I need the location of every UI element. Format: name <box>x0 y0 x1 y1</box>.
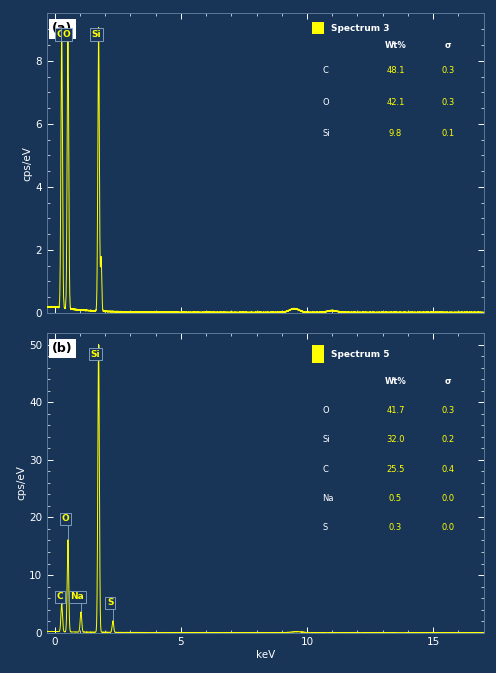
Text: C: C <box>57 592 63 601</box>
Y-axis label: cps/eV: cps/eV <box>16 466 26 500</box>
Text: (a): (a) <box>53 22 72 36</box>
Y-axis label: cps/eV: cps/eV <box>23 146 33 180</box>
Text: Si: Si <box>91 349 100 359</box>
Text: (b): (b) <box>53 342 73 355</box>
Text: O: O <box>62 30 70 39</box>
Text: Na: Na <box>70 592 84 601</box>
Text: Si: Si <box>91 30 101 39</box>
Text: S: S <box>107 598 114 607</box>
Text: O: O <box>62 514 69 524</box>
Text: C: C <box>57 30 63 39</box>
X-axis label: keV: keV <box>256 650 275 660</box>
